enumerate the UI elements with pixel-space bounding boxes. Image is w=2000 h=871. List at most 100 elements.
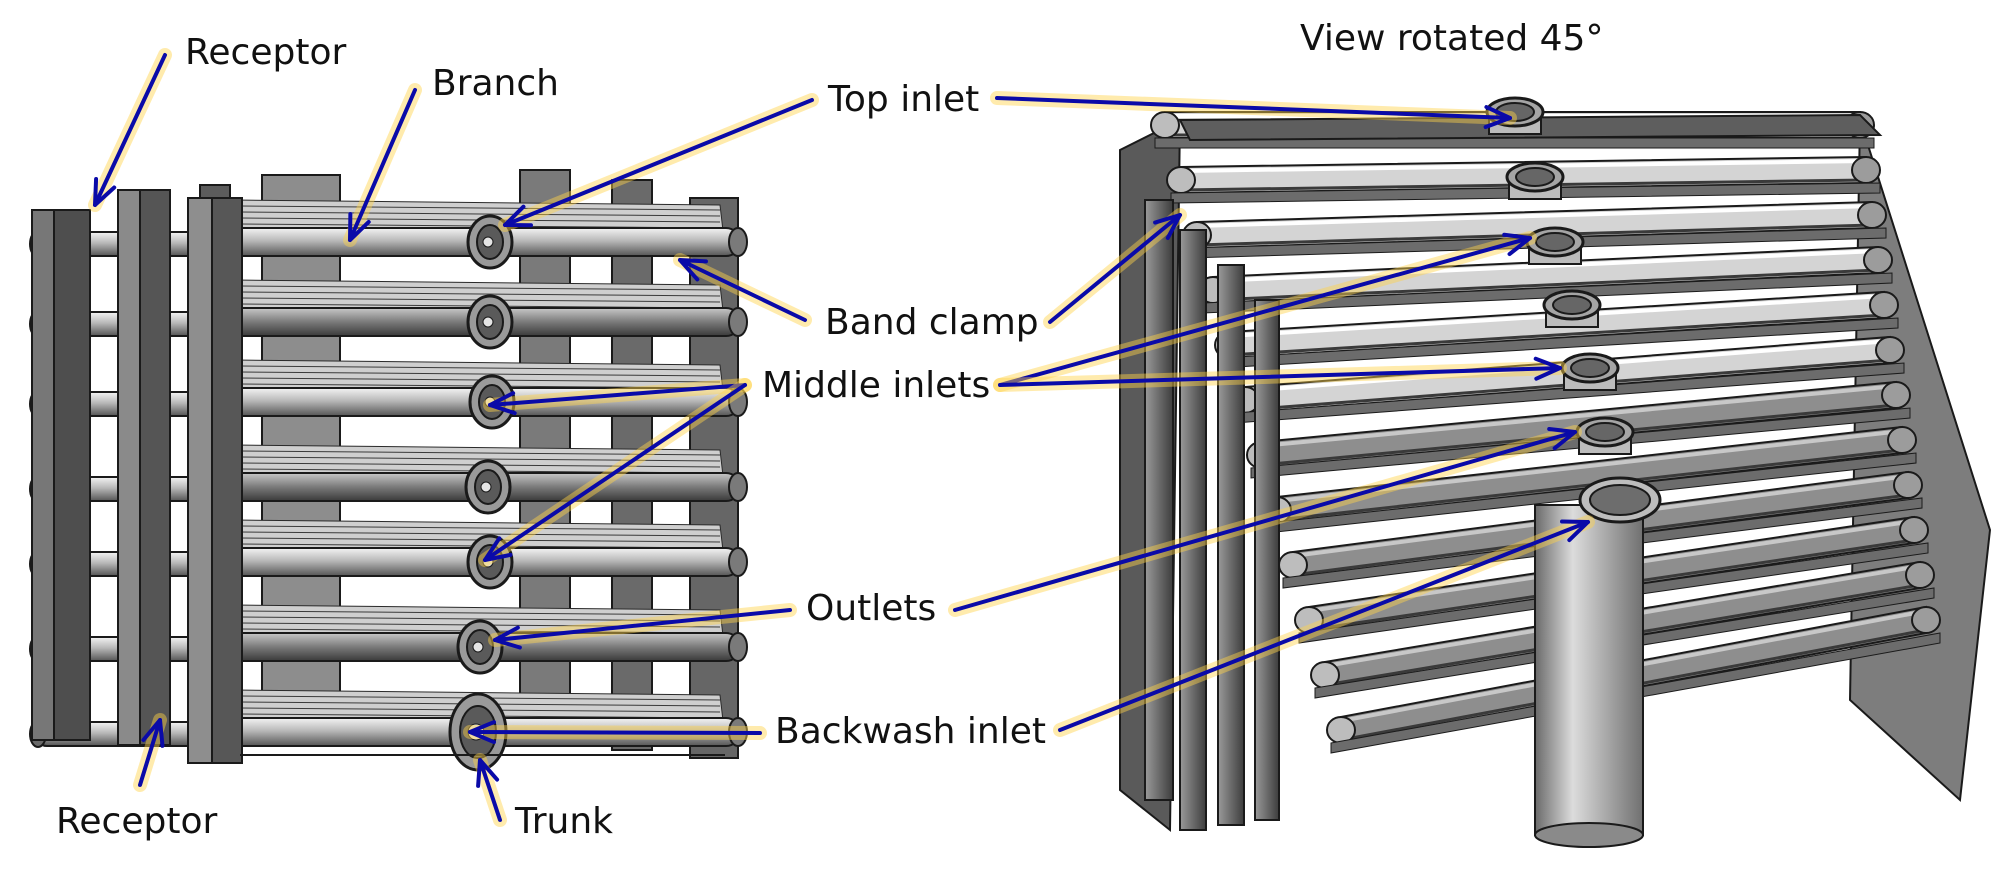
inlet-bore [1570,358,1610,378]
label-backwash-inlet: Backwash inlet [775,711,1046,752]
web-line [239,456,721,462]
arrow-middle-inlets-2 [483,383,747,562]
pipe-end [1869,291,1899,319]
pipe-end [1893,471,1923,499]
trunk-base [1534,822,1644,848]
labels: View rotated 45° Receptor Branch Top inl… [56,18,1603,842]
pipe-highlight [1196,204,1873,228]
fitting-hole [482,236,494,248]
pipe-end [728,307,748,337]
web-line [239,205,721,211]
arrowhead-middle-inlets-4 [1533,356,1562,381]
pipe-end [1278,551,1308,579]
inlet-bore [1585,422,1625,442]
arrow-receptor-bottom [138,718,162,787]
arrow-top-inlet-right [995,96,1512,120]
web-line [239,371,721,377]
arrowhead-receptor-bottom [141,718,165,748]
frame-post [1144,199,1174,801]
arrow-top-inlet [503,98,814,227]
frame-post [53,209,91,741]
arrowhead-band-clamp-right [1153,213,1182,240]
arrowhead-middle-inlets-2 [483,536,513,562]
inlet-bore [1535,232,1575,252]
arrow-branch [348,88,417,242]
pipe-end [1851,156,1881,184]
arrowhead-band-clamp [678,258,708,282]
frame-post [211,197,243,764]
frame-post [1179,229,1207,831]
arrowhead-top-inlet [503,204,533,228]
arrowhead-top-inlet-right [1483,105,1512,130]
arrow-band-clamp [678,258,807,322]
label-receptor-top: Receptor [185,32,346,73]
arrow-middle-inlets-4 [998,366,1562,387]
right-assembly [1119,96,1992,848]
web-line [239,525,721,531]
label-middle-inlets: Middle inlets [762,365,990,406]
web-line [239,616,721,622]
pipe-end [1857,201,1887,229]
frame-post [187,197,213,764]
arrowhead-middle-inlets-1 [488,391,517,416]
frame-post [1217,264,1245,826]
arrowhead-receptor-top [93,177,117,207]
web-line [239,531,721,537]
pipe-highlight [1212,249,1879,283]
web-line [239,211,721,217]
arrowhead-outlets-right [1547,427,1577,451]
pipe-end [1905,561,1935,589]
frame-post [31,209,55,741]
pipe-end [728,547,748,577]
frame-bar [1154,137,1875,149]
pipe-end [728,632,748,662]
frame-post [139,189,171,746]
web-line [239,365,721,371]
pipe-end [1911,606,1941,634]
arrowhead-backwash-inlet-right [1560,519,1590,543]
arrow-middle-inlets-3 [998,236,1532,387]
pipe-end [1150,111,1180,139]
arrowhead-middle-inlets-3 [1502,232,1532,257]
arrowhead-trunk [476,758,500,788]
arrow-backwash-inlet [468,730,762,735]
label-branch: Branch [432,63,559,104]
label-outlets: Outlets [806,588,936,629]
arrow-trunk [478,758,502,822]
pipe-end [1863,246,1893,274]
arrowhead-branch [348,212,371,242]
arrowhead-outlets [493,625,522,650]
trunk-top-inner [1589,484,1651,516]
web-line [239,610,721,616]
label-band-clamp: Band clamp [825,302,1039,343]
callout-arrows [88,48,1595,827]
arrow-receptor-top [93,53,167,207]
arrow-backwash-inlet-right [1058,520,1590,732]
pipe-end [1887,426,1917,454]
pipe-end [1875,336,1905,364]
trunk-fittings [240,214,725,772]
pipe-end [1881,381,1911,409]
arrow-band-clamp-right [1048,213,1182,324]
label-top-inlet: Top inlet [827,79,979,120]
frame-post [1254,299,1280,821]
view-title: View rotated 45° [1300,18,1603,59]
fitting-hole [472,641,484,653]
pipe-end [728,227,748,257]
fitting-hole [482,316,494,328]
inlet-bore [1552,295,1592,315]
trunk [1534,504,1644,836]
pipe-highlight [1260,384,1897,448]
label-trunk: Trunk [514,801,613,842]
label-receptor-bottom: Receptor [56,801,217,842]
pipe-end [1899,516,1929,544]
left-assembly [29,169,748,772]
pipe-end [1310,661,1340,689]
fitting-hole [480,481,492,493]
web-line [239,291,721,297]
web-line [239,285,721,291]
arrow-outlets [493,608,792,642]
pipe-shadow [1228,313,1885,357]
inlet-bore [1515,167,1555,187]
